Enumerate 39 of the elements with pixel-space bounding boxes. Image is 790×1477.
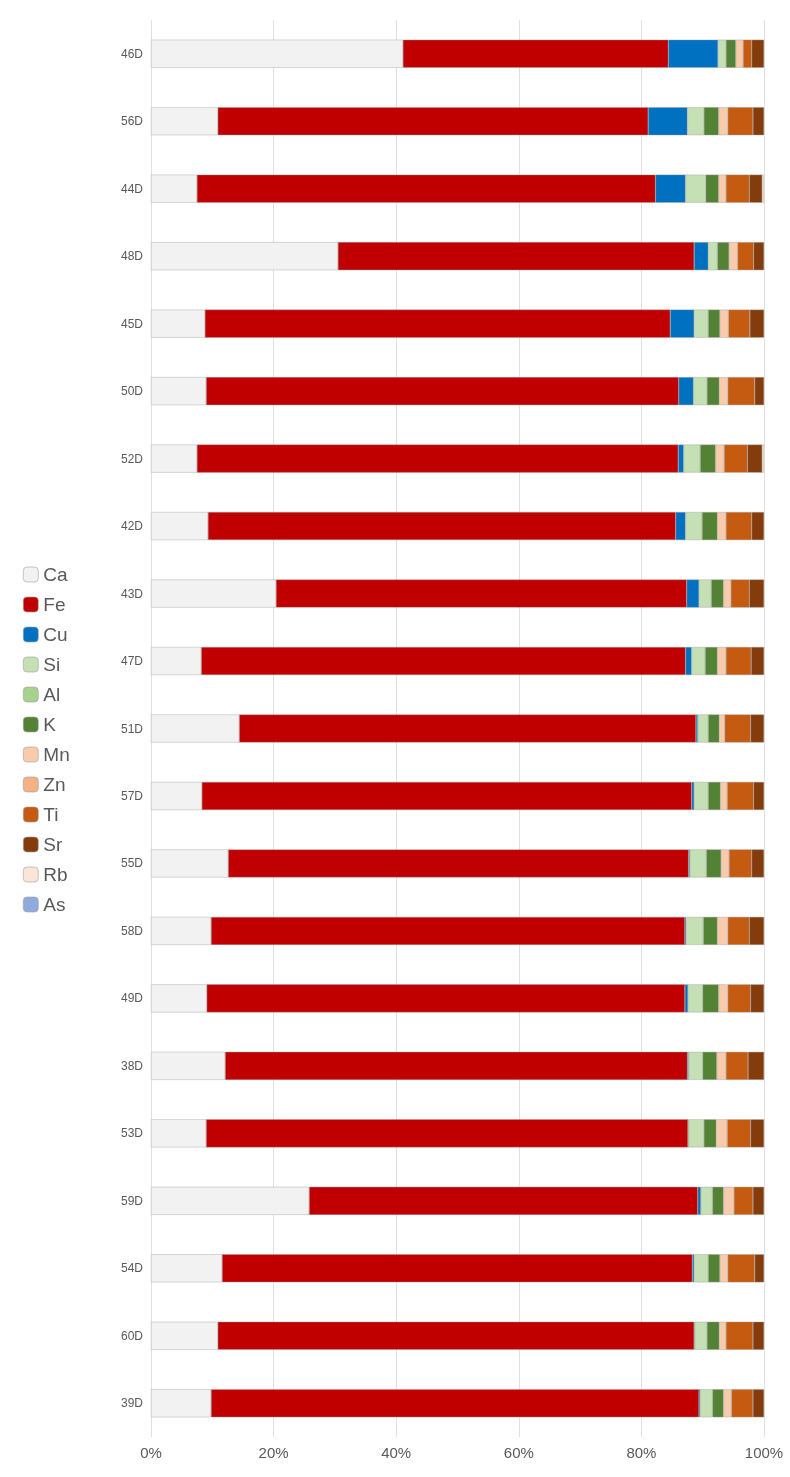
y-tick-label: 49D [120, 991, 144, 1006]
legend-label: Si [43, 654, 61, 675]
x-tick-label: 40% [381, 1444, 412, 1461]
y-tick-label: 45D [120, 316, 144, 331]
legend-label: As [43, 894, 66, 915]
x-tick-label: 20% [258, 1444, 289, 1461]
y-tick-label: 46D [120, 46, 144, 61]
y-tick-label: 58D [120, 923, 144, 938]
legend-label: Fe [43, 594, 66, 615]
y-tick-label: 47D [120, 654, 144, 669]
x-tick-label: 80% [626, 1444, 657, 1461]
x-tick-label: 100% [744, 1444, 784, 1461]
y-tick-label: 60D [120, 1328, 144, 1343]
y-tick-label: 43D [120, 586, 144, 601]
x-tick-label: 60% [503, 1444, 534, 1461]
y-tick-label: 57D [120, 788, 144, 803]
y-tick-label: 52D [120, 451, 144, 466]
y-tick-label: 42D [120, 519, 144, 534]
legend-label: Rb [43, 864, 68, 885]
legend-label: Ca [43, 564, 69, 585]
legend-label: Cu [43, 624, 68, 645]
y-tick-label: 54D [120, 1261, 144, 1276]
x-tick-label: 0% [140, 1444, 162, 1461]
legend-label: Al [43, 684, 61, 705]
y-tick-label: 59D [120, 1193, 144, 1208]
legend-label: Ti [43, 804, 59, 825]
legend-label: Zn [43, 774, 66, 795]
y-tick-label: 39D [120, 1396, 144, 1411]
y-tick-label: 38D [120, 1058, 144, 1073]
legend-label: K [43, 714, 57, 735]
y-tick-label: 48D [120, 249, 144, 264]
y-tick-label: 56D [120, 114, 144, 129]
y-tick-label: 51D [120, 721, 144, 736]
legend-label: Sr [43, 834, 63, 855]
y-tick-label: 44D [120, 181, 144, 196]
y-tick-label: 53D [120, 1126, 144, 1141]
y-tick-label: 50D [120, 384, 144, 399]
y-tick-label: 55D [120, 856, 144, 871]
legend-label: Mn [43, 744, 70, 765]
